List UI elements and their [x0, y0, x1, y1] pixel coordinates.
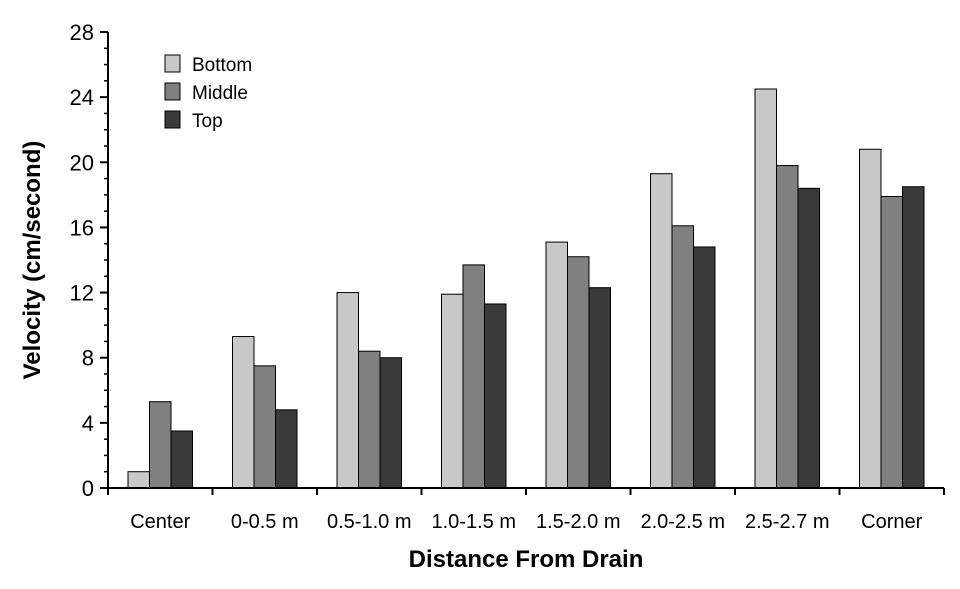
x-tick-label: Center	[130, 511, 190, 533]
bar-middle-6	[776, 165, 799, 489]
bar-bottom-3	[441, 293, 464, 489]
bar-middle-1	[253, 365, 276, 489]
bar-top-7	[902, 186, 925, 489]
x-axis-title: Distance From Drain	[409, 546, 644, 573]
bar-top-4	[588, 287, 611, 489]
y-tick-label: 24	[70, 85, 94, 110]
x-tick-label: 2.5-2.7 m	[745, 511, 829, 533]
bar-top-6	[797, 187, 820, 489]
y-tick-label: 8	[82, 346, 94, 371]
bar-middle-7	[880, 195, 903, 489]
bar-bottom-2	[336, 292, 359, 489]
bar-top-1	[275, 409, 298, 489]
bar-middle-4	[567, 256, 590, 489]
x-tick-label: 0.5-1.0 m	[327, 511, 411, 533]
axes-group	[100, 31, 945, 495]
y-tick-label: 4	[82, 411, 94, 436]
y-axis-title: Velocity (cm/second)	[19, 141, 46, 380]
bar-middle-5	[671, 225, 694, 489]
legend-swatch-top	[164, 110, 181, 129]
legend-swatch-bottom	[164, 54, 181, 73]
bar-bottom-4	[545, 241, 568, 489]
ticks-group: Center 0-0.5 m 0.5-1.0 m 1.0-1.5 m 1.5-2.0 m…	[70, 20, 923, 533]
legend-label-middle: Middle	[192, 83, 248, 104]
x-tick-label: 2.0-2.5 m	[641, 511, 725, 533]
bar-bottom-5	[650, 173, 673, 489]
legend-swatch-middle	[164, 82, 181, 101]
y-tick-label: 12	[70, 281, 94, 306]
bar-middle-2	[358, 350, 381, 489]
bar-bottom-6	[754, 88, 777, 489]
legend: Bottom Middle Top	[164, 54, 252, 132]
y-tick-label: 16	[70, 215, 94, 240]
x-tick-label: 1.0-1.5 m	[432, 511, 516, 533]
y-tick-label: 0	[82, 476, 94, 501]
y-tick-label: 20	[70, 150, 94, 175]
bar-top-2	[379, 357, 402, 489]
legend-label-bottom: Bottom	[192, 55, 252, 76]
bar-middle-0	[149, 401, 172, 489]
bar-bottom-0	[127, 471, 150, 489]
bar-bottom-7	[859, 148, 882, 489]
y-tick-label: 28	[70, 20, 94, 45]
bar-top-5	[693, 246, 716, 489]
bar-middle-3	[462, 264, 485, 489]
bar-top-0	[170, 430, 193, 489]
x-tick-label: Corner	[861, 511, 922, 533]
legend-label-top: Top	[192, 111, 223, 132]
bar-top-3	[484, 303, 507, 489]
bar-bottom-1	[232, 336, 255, 489]
x-tick-label: 0-0.5 m	[231, 511, 299, 533]
bars-group	[127, 88, 925, 489]
x-tick-label: 1.5-2.0 m	[536, 511, 620, 533]
